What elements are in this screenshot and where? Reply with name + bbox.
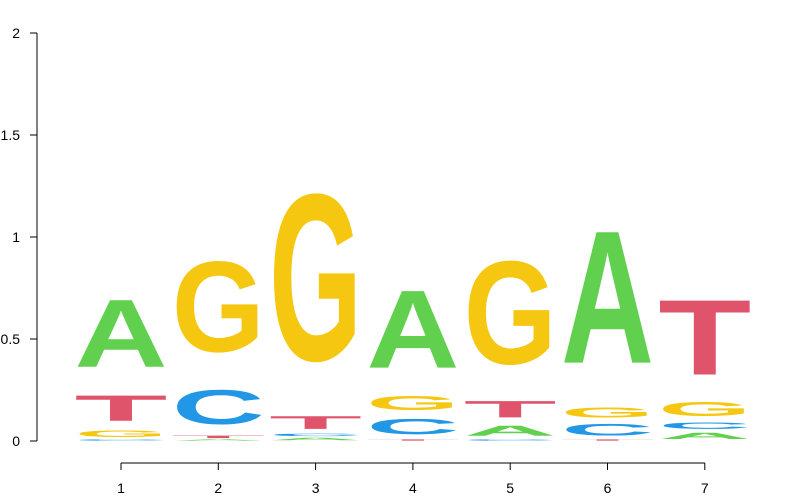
letter-c-pos6: C (561, 421, 654, 439)
letter-g-pos4: G (366, 392, 459, 414)
letter-c-pos2: C (172, 380, 265, 435)
x-tick-label: 3 (312, 480, 320, 496)
x-tick-label: 7 (701, 480, 709, 496)
y-tick-label: 1 (12, 229, 20, 245)
letter-g-pos7: G (658, 398, 751, 420)
letter-a-pos3: A (269, 437, 362, 441)
x-tick-label: 4 (409, 480, 417, 496)
x-axis: 1 2 3 4 5 6 7 (117, 462, 709, 496)
letter-a-pos1: A (75, 280, 168, 388)
y-axis: 0 0.5 1 1.5 2 (1, 25, 38, 449)
letter-g-pos6: G (561, 404, 654, 420)
y-tick-label: 1.5 (1, 127, 21, 143)
x-tick-label: 1 (117, 480, 125, 496)
y-tick-label: 2 (12, 25, 20, 41)
letter-g-pos3: G (269, 144, 362, 411)
letter-g-pos2: G (172, 235, 265, 379)
letter-g-pos5: G (464, 231, 557, 396)
letter-t-pos1: T (75, 388, 168, 428)
letter-c-pos3: C (269, 433, 362, 437)
y-tick-label: 0.5 (1, 331, 21, 347)
letter-c-pos1: C (75, 439, 168, 441)
letter-c-pos4: C (366, 414, 459, 439)
letter-t-pos7: T (658, 277, 751, 397)
letter-t-pos6: T (561, 439, 654, 441)
letter-a-pos2: A (172, 439, 265, 441)
letter-t-pos3: T (269, 412, 362, 432)
letter-a-pos5: A (464, 423, 557, 439)
letter-a-pos4: A (366, 268, 459, 392)
letter-t-pos2: T (172, 435, 265, 439)
letter-a-pos6: A (561, 192, 654, 404)
letter-c-pos5: C (464, 439, 557, 441)
letter-a-pos7: A (658, 431, 751, 441)
letter-t-pos4: T (366, 439, 459, 441)
y-tick-label: 0 (12, 433, 20, 449)
x-tick-label: 2 (214, 480, 222, 496)
letter-g-pos1: G (75, 429, 168, 439)
x-tick-label: 5 (506, 480, 514, 496)
x-tick-label: 6 (604, 480, 612, 496)
letter-c-pos7: C (658, 421, 751, 431)
letter-t-pos5: T (464, 396, 557, 423)
